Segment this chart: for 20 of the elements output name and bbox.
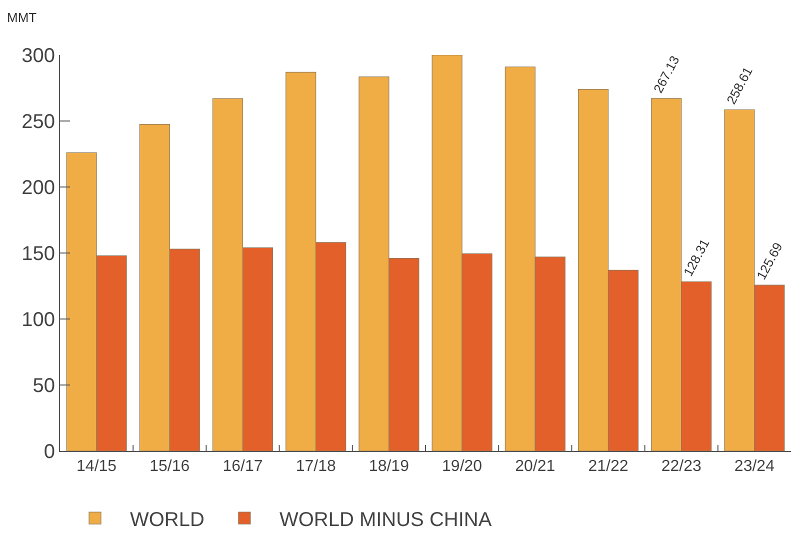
y-axis-title: MMT: [7, 10, 37, 25]
x-tick-label: 21/22: [588, 458, 628, 476]
x-tick-label: 15/16: [150, 458, 190, 476]
y-tick-label: 200: [22, 177, 55, 199]
y-tick-label: 300: [22, 45, 55, 67]
x-tick-label: 22/23: [661, 458, 702, 476]
x-tick-label: 23/24: [734, 458, 775, 476]
x-tick-label: 20/21: [515, 458, 556, 476]
legend-label: WORLD MINUS CHINA: [279, 508, 492, 531]
y-tick-label: 250: [22, 111, 55, 133]
legend-label: WORLD: [130, 508, 204, 531]
y-tick-label: 150: [22, 243, 55, 265]
y-tick-label: 0: [44, 441, 55, 463]
x-tick-label: 17/18: [296, 458, 336, 476]
y-tick-label: 100: [22, 309, 55, 331]
x-tick-label: 18/19: [368, 458, 410, 476]
x-tick-label: 14/15: [76, 458, 117, 476]
y-tick-label: 50: [32, 375, 55, 397]
x-tick-label: 19/20: [442, 458, 482, 476]
x-tick-label: 16/17: [222, 458, 263, 476]
